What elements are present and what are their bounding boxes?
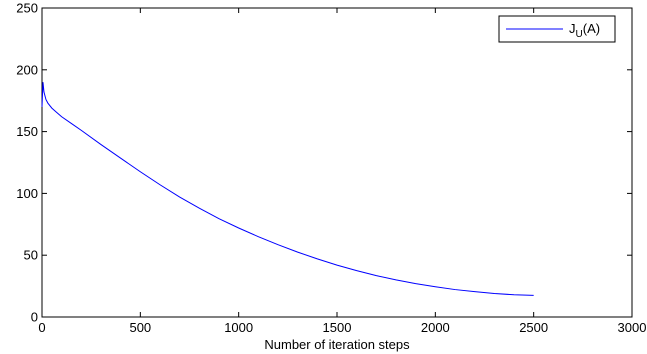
series-line-ju bbox=[41, 82, 534, 296]
y-tick-label: 150 bbox=[16, 124, 38, 139]
x-tick-label: 0 bbox=[38, 320, 45, 335]
legend: JU(A) bbox=[498, 15, 616, 43]
y-tick-label: 250 bbox=[16, 1, 38, 16]
legend-entry-label: JU(A) bbox=[569, 21, 600, 40]
x-tick-label: 1000 bbox=[224, 320, 253, 335]
y-tick-label: 200 bbox=[16, 62, 38, 77]
y-tick-label: 100 bbox=[16, 186, 38, 201]
x-tick-label: 3000 bbox=[618, 320, 647, 335]
x-tick-label: 2000 bbox=[421, 320, 450, 335]
x-axis-label: Number of iteration steps bbox=[264, 337, 410, 352]
x-tick-label: 500 bbox=[129, 320, 151, 335]
plot-area bbox=[41, 7, 633, 318]
legend-label-subscript: U bbox=[576, 29, 583, 40]
ticks-layer bbox=[41, 7, 633, 318]
y-tick-label: 50 bbox=[24, 248, 38, 263]
tick-labels-layer: 0 500 1000 1500 2000 2500 3000 0 50 100 150 200 250 bbox=[16, 1, 646, 336]
x-tick-label: 1500 bbox=[323, 320, 352, 335]
y-tick-label: 0 bbox=[31, 310, 38, 325]
x-tick-label: 2500 bbox=[519, 320, 548, 335]
legend-label-tail: (A) bbox=[583, 21, 600, 36]
legend-label-main: J bbox=[569, 21, 576, 36]
